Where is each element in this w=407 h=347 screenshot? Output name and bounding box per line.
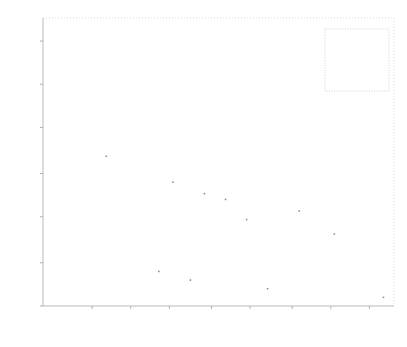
scatter-points: [105, 155, 385, 299]
data-point-0-10: [382, 296, 385, 299]
data-point-0-7: [157, 270, 160, 273]
y-axis-ticks: [40, 40, 43, 307]
data-point-0-8: [189, 279, 192, 281]
x-axis-ticks: [91, 306, 370, 309]
data-point-0-1: [171, 181, 174, 184]
data-point-0-3: [224, 198, 227, 201]
data-point-0-5: [245, 218, 248, 221]
legend-box: [324, 28, 390, 92]
data-point-0-9: [266, 287, 269, 290]
data-point-0-0: [105, 155, 108, 158]
data-point-0-6: [333, 233, 336, 235]
legend: [324, 28, 390, 92]
data-point-0-2: [203, 192, 206, 195]
data-point-0-4: [298, 210, 301, 212]
